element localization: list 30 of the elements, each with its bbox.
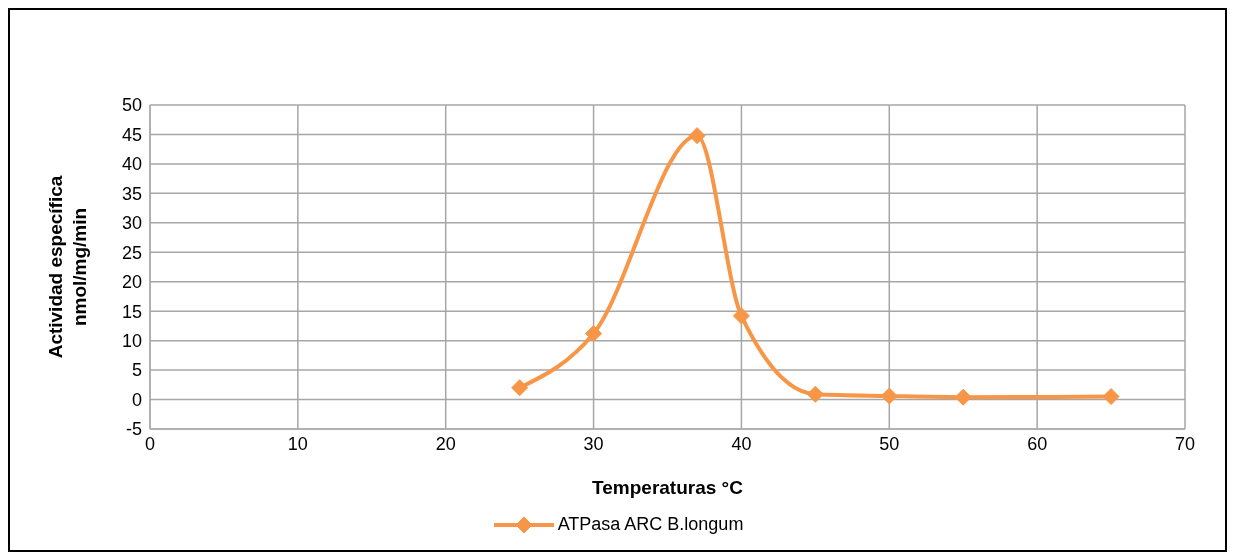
y-tick-label: 25 bbox=[121, 242, 142, 263]
y-tick-label: 15 bbox=[121, 301, 142, 322]
point bbox=[585, 325, 603, 343]
point bbox=[1102, 388, 1120, 406]
x-tick-label: 50 bbox=[879, 433, 900, 454]
point bbox=[954, 388, 972, 406]
y-tick-label: 35 bbox=[121, 183, 142, 204]
x-tick-label: 0 bbox=[144, 433, 156, 454]
y-tick-label: 40 bbox=[121, 154, 142, 175]
point bbox=[511, 379, 529, 397]
point bbox=[806, 385, 824, 403]
x-tick-label: 10 bbox=[287, 433, 308, 454]
y-tick-label: 10 bbox=[121, 331, 142, 352]
y-axis-title: Actividad específica nmol/mg/min bbox=[45, 175, 90, 359]
y-tick-label: -5 bbox=[125, 419, 142, 440]
x-axis-title: Temperaturas °C bbox=[592, 477, 744, 498]
x-tick-label: 40 bbox=[731, 433, 752, 454]
y-tick-label: 20 bbox=[121, 272, 142, 293]
legend-label: ATPasa ARC B.longum bbox=[557, 514, 744, 535]
y-tick-label: 5 bbox=[131, 360, 142, 381]
point bbox=[688, 127, 706, 145]
y-tick-label: 0 bbox=[131, 389, 142, 410]
x-tick-label: 30 bbox=[583, 433, 604, 454]
x-tick-label: 20 bbox=[435, 433, 456, 454]
y-tick-label: 50 bbox=[121, 95, 142, 116]
x-tick-label: 60 bbox=[1027, 433, 1048, 454]
y-tick-label: 45 bbox=[121, 124, 142, 145]
point bbox=[732, 307, 750, 325]
y-tick-label: 30 bbox=[121, 213, 142, 234]
x-tick-label: 70 bbox=[1174, 433, 1196, 454]
